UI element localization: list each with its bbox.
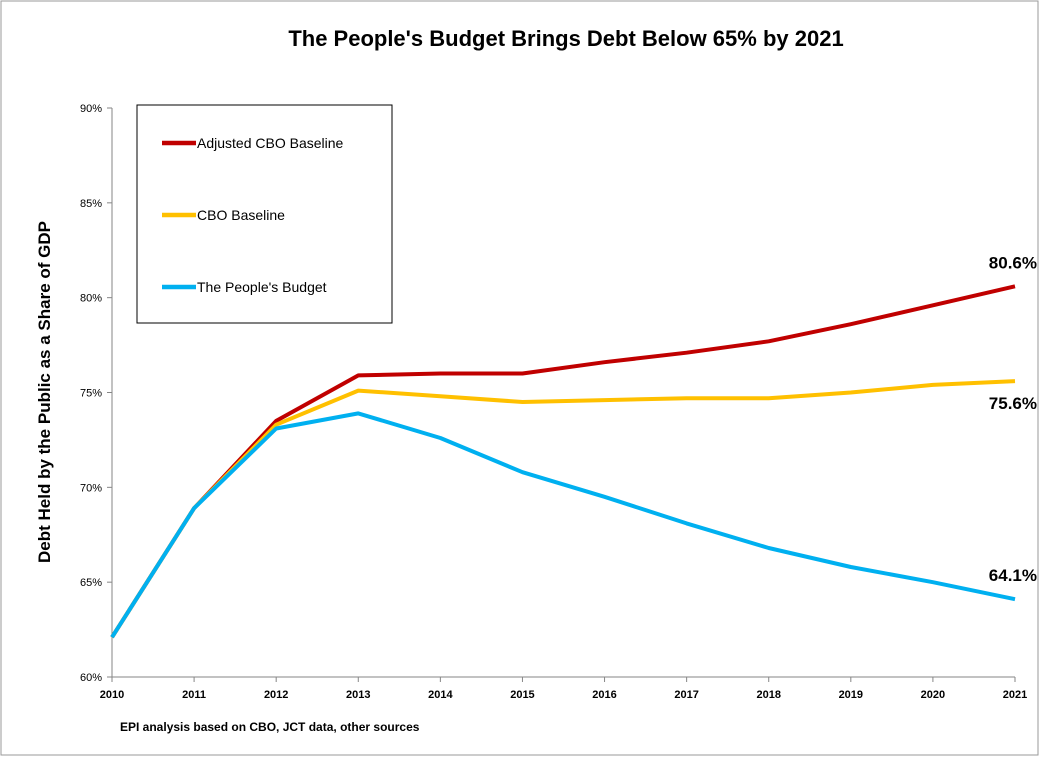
legend-label-peoples-budget: The People's Budget xyxy=(197,279,327,295)
x-tick-labels: 2010 2011 2012 2013 2014 2015 2016 2017 2018 2019… xyxy=(100,689,1027,701)
source-note: EPI analysis based on CBO, JCT data, oth… xyxy=(120,720,420,734)
end-labels: 80.6% 75.6% 64.1% xyxy=(989,253,1037,585)
series-line-adjusted-cbo xyxy=(110,284,1016,639)
legend: Adjusted CBO Baseline CBO Baseline The P… xyxy=(136,104,393,324)
x-tick-label: 2012 xyxy=(264,689,288,701)
end-label-adjusted-cbo: 80.6% xyxy=(989,253,1037,272)
legend-label-adjusted-cbo: Adjusted CBO Baseline xyxy=(197,135,344,151)
axes xyxy=(107,107,1016,682)
legend-label-cbo: CBO Baseline xyxy=(197,207,285,223)
x-tick-label: 2013 xyxy=(346,689,370,701)
series-lines xyxy=(110,284,1016,639)
y-tick-label: 85% xyxy=(80,198,102,210)
y-tick-label: 80% xyxy=(80,293,102,305)
y-tick-label: 70% xyxy=(80,482,102,494)
series-line-cbo xyxy=(110,379,1016,639)
y-axis-label: Debt Held by the Public as a Share of GD… xyxy=(35,221,54,563)
end-label-peoples-budget: 64.1% xyxy=(989,566,1037,585)
x-tick-label: 2010 xyxy=(100,689,124,701)
chart-title: The People's Budget Brings Debt Below 65… xyxy=(288,26,843,51)
y-tick-label: 65% xyxy=(80,577,102,589)
y-tick-label: 60% xyxy=(80,672,102,684)
series-line-peoples-budget xyxy=(110,411,1016,639)
x-tick-label: 2016 xyxy=(592,689,616,701)
x-tick-label: 2015 xyxy=(510,689,534,701)
x-tick-label: 2021 xyxy=(1003,689,1027,701)
x-tick-label: 2011 xyxy=(182,689,206,701)
x-tick-label: 2017 xyxy=(674,689,698,701)
x-tick-label: 2018 xyxy=(756,689,780,701)
x-tick-label: 2019 xyxy=(839,689,863,701)
y-tick-label: 90% xyxy=(80,103,102,115)
y-tick-labels: 60% 65% 70% 75% 80% 85% 90% xyxy=(80,103,102,684)
x-tick-label: 2020 xyxy=(921,689,945,701)
end-label-cbo: 75.6% xyxy=(989,394,1037,413)
y-tick-label: 75% xyxy=(80,388,102,400)
x-tick-label: 2014 xyxy=(428,689,453,701)
